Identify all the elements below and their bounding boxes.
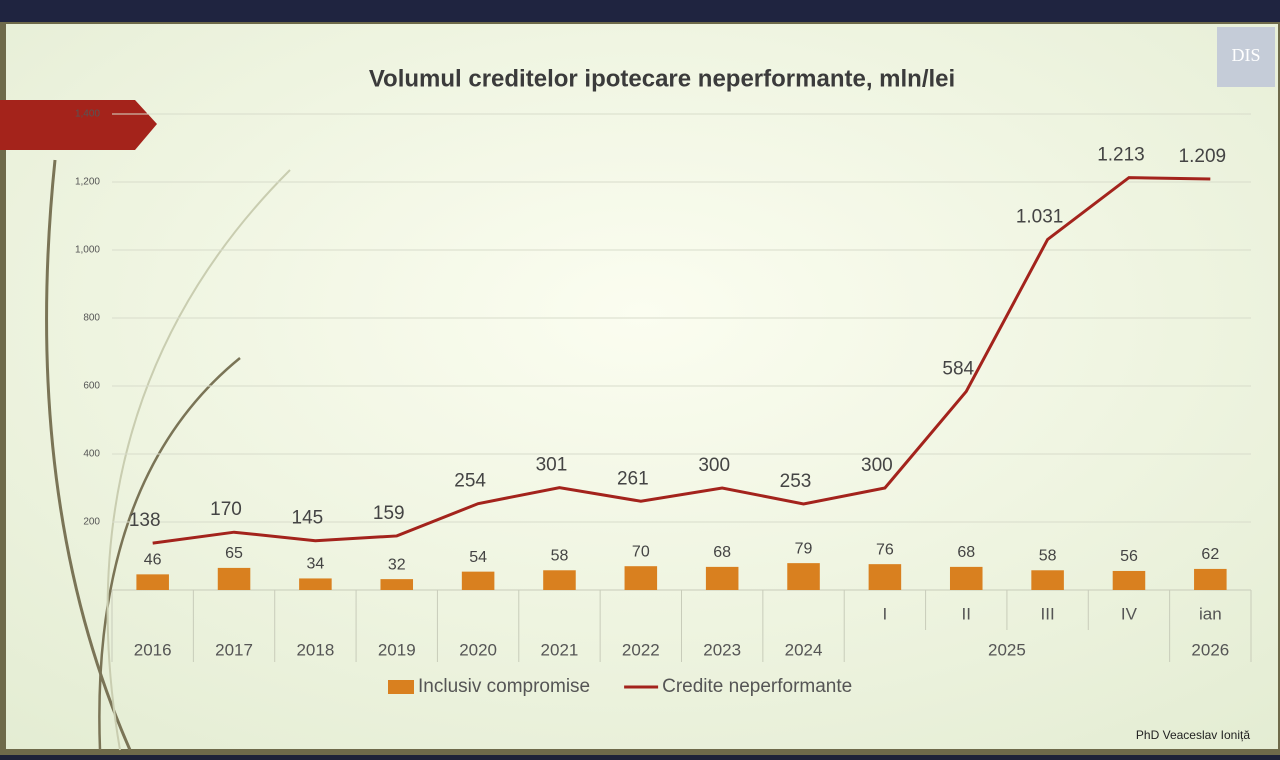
decor (106, 169, 291, 751)
x-tick-label: ian (1199, 604, 1222, 623)
bar (1194, 568, 1227, 590)
bar-label: 70 (632, 543, 650, 560)
y-tick-label: 1,400 (75, 109, 100, 120)
line-label: 584 (942, 358, 974, 379)
y-tick-label: 600 (83, 381, 100, 392)
x-tick-label: 2021 (541, 640, 579, 659)
bar-label: 62 (1201, 546, 1219, 563)
line-label: 253 (780, 471, 812, 492)
line-label: 159 (373, 503, 405, 524)
bar (624, 566, 658, 590)
line-label: 170 (210, 499, 242, 520)
line-label: 300 (698, 455, 730, 476)
line (152, 176, 1211, 545)
bar (1031, 570, 1064, 590)
y-tick-label: 200 (83, 517, 100, 528)
x-tick-label: 2024 (785, 640, 823, 659)
x-tick-label: II (962, 604, 971, 623)
line-label: 1.031 (1016, 206, 1064, 227)
legend-label: Credite neperformante (662, 676, 852, 697)
x-tick-label: 2017 (215, 640, 253, 659)
x-tick-label: I (883, 604, 888, 623)
y-tick-label: 800 (83, 313, 100, 324)
legend-swatch (388, 680, 414, 694)
bar (461, 571, 495, 590)
top-band (0, 0, 1280, 22)
x-tick-label: 2019 (378, 640, 416, 659)
x-tick-label: III (1041, 604, 1055, 623)
line-label: 301 (536, 455, 568, 476)
bar-label: 46 (144, 552, 162, 569)
bar-label: 68 (713, 544, 731, 561)
bar (299, 578, 332, 590)
line-label: 254 (454, 471, 486, 492)
x-tick-label: 2016 (134, 640, 172, 659)
decor (98, 357, 241, 751)
x-tick-label: 2022 (622, 640, 660, 659)
y-tick-label: 400 (83, 449, 100, 460)
bar (136, 574, 169, 590)
bar (705, 566, 739, 590)
footer: PhD Veaceslav Ioniță (1136, 728, 1250, 742)
legend-label: Inclusiv compromise (418, 676, 590, 697)
bar (543, 570, 576, 590)
bar (949, 566, 983, 590)
x-tick-label: 2023 (703, 640, 741, 659)
x-group-label: 2026 (1191, 640, 1229, 659)
y-tick-label: 1,200 (75, 177, 100, 188)
bar (217, 567, 251, 590)
y-tick-label: 1,000 (75, 245, 100, 256)
line-label: 138 (129, 510, 161, 531)
bar (380, 579, 414, 590)
x-tick-label: 2018 (296, 640, 334, 659)
line-label: 261 (617, 468, 649, 489)
bar-label: 58 (551, 547, 569, 564)
line-label: 300 (861, 455, 893, 476)
bar-label: 76 (876, 541, 894, 558)
bar-label: 54 (469, 549, 487, 566)
bar-label: 32 (388, 556, 406, 573)
bar-label: 56 (1120, 548, 1138, 565)
line-label: 1.213 (1097, 145, 1145, 166)
x-tick-label: 2020 (459, 640, 497, 659)
bar-label: 58 (1039, 547, 1057, 564)
red-arrow (0, 100, 157, 150)
decor (45, 159, 132, 751)
line-label: 1.209 (1179, 146, 1227, 167)
logo (1217, 27, 1275, 87)
bar-label: 65 (225, 545, 243, 562)
bar-label: 34 (306, 556, 324, 573)
logo-text: DIS (1231, 45, 1260, 65)
bar-label: 79 (795, 540, 813, 557)
bar (868, 564, 902, 590)
line-label: 145 (292, 508, 324, 529)
x-group-label: 2025 (988, 640, 1026, 659)
bar-label: 68 (957, 544, 975, 561)
bar (787, 563, 820, 590)
chart-title: Volumul creditelor ipotecare neperforman… (369, 65, 955, 92)
x-tick-label: IV (1121, 604, 1138, 623)
bar (1112, 570, 1146, 590)
